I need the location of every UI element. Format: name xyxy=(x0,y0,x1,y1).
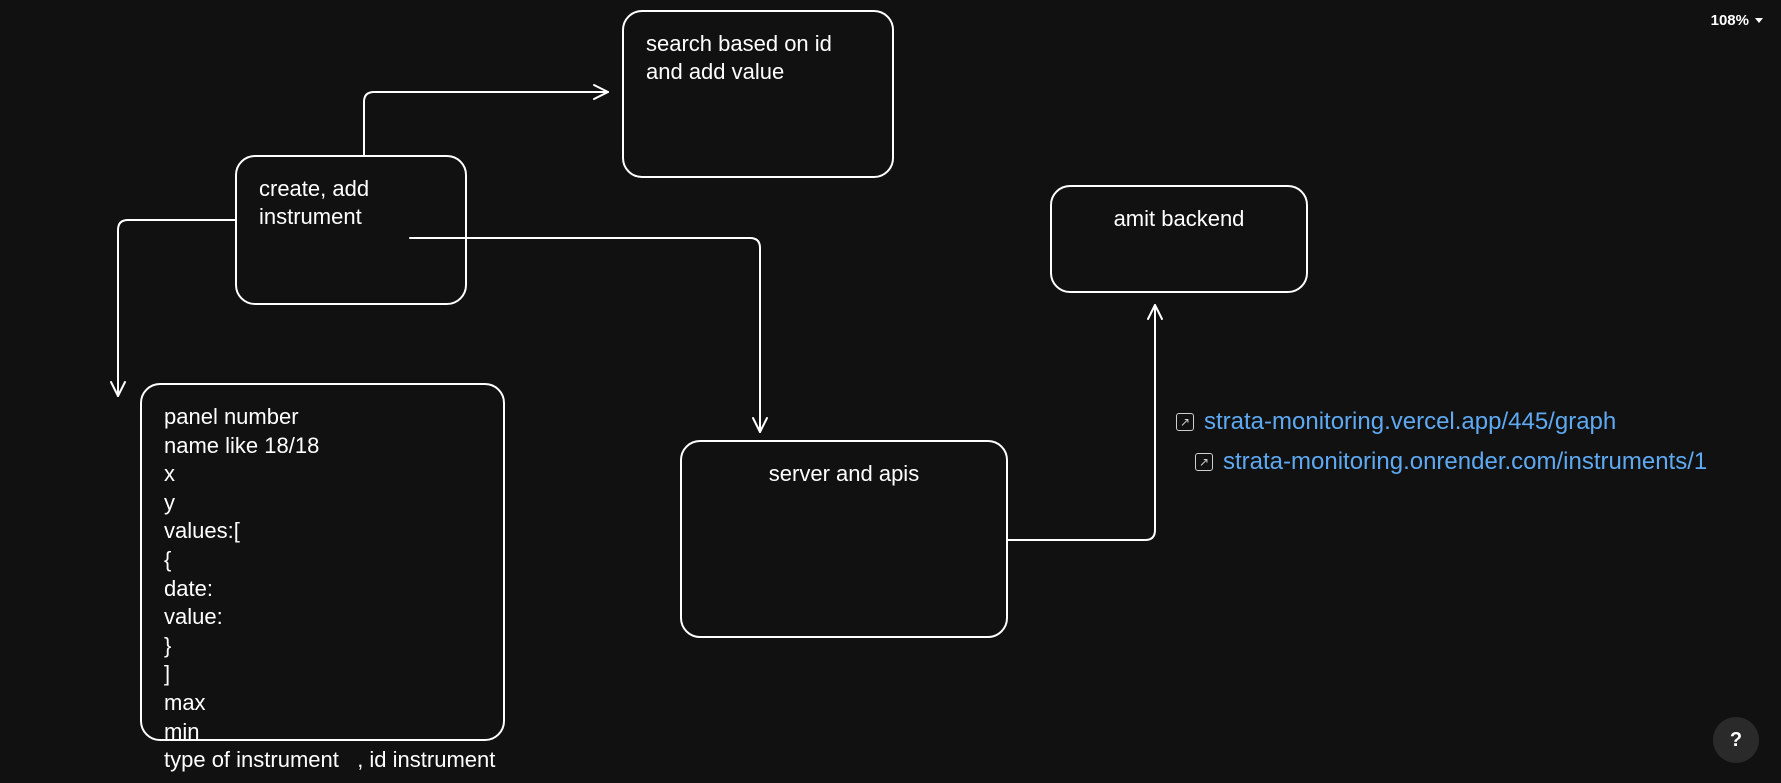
help-button[interactable]: ? xyxy=(1713,717,1759,763)
chevron-down-icon xyxy=(1755,18,1763,23)
node-panel-text: panel number name like 18/18 x y values:… xyxy=(164,403,481,775)
link-row-1: ↗ strata-monitoring.vercel.app/445/graph xyxy=(1176,408,1616,436)
node-server-text: server and apis xyxy=(769,460,919,488)
diagram-canvas[interactable]: search based on id and add value create,… xyxy=(0,0,1781,783)
help-label: ? xyxy=(1730,729,1742,752)
link-row-2: ↗ strata-monitoring.onrender.com/instrum… xyxy=(1195,448,1707,476)
zoom-control[interactable]: 108% xyxy=(1711,12,1763,29)
node-backend[interactable]: amit backend xyxy=(1050,185,1308,293)
zoom-label: 108% xyxy=(1711,12,1749,29)
external-link-icon: ↗ xyxy=(1195,453,1213,471)
node-backend-text: amit backend xyxy=(1114,205,1245,233)
link-1[interactable]: strata-monitoring.vercel.app/445/graph xyxy=(1204,408,1616,436)
node-create[interactable]: create, add instrument xyxy=(235,155,467,305)
external-link-icon: ↗ xyxy=(1176,413,1194,431)
node-server[interactable]: server and apis xyxy=(680,440,1008,638)
link-2[interactable]: strata-monitoring.onrender.com/instrumen… xyxy=(1223,448,1707,476)
node-search[interactable]: search based on id and add value xyxy=(622,10,894,178)
node-search-text: search based on id and add value xyxy=(646,31,832,84)
node-create-text: create, add instrument xyxy=(259,176,369,229)
node-panel[interactable]: panel number name like 18/18 x y values:… xyxy=(140,383,505,741)
